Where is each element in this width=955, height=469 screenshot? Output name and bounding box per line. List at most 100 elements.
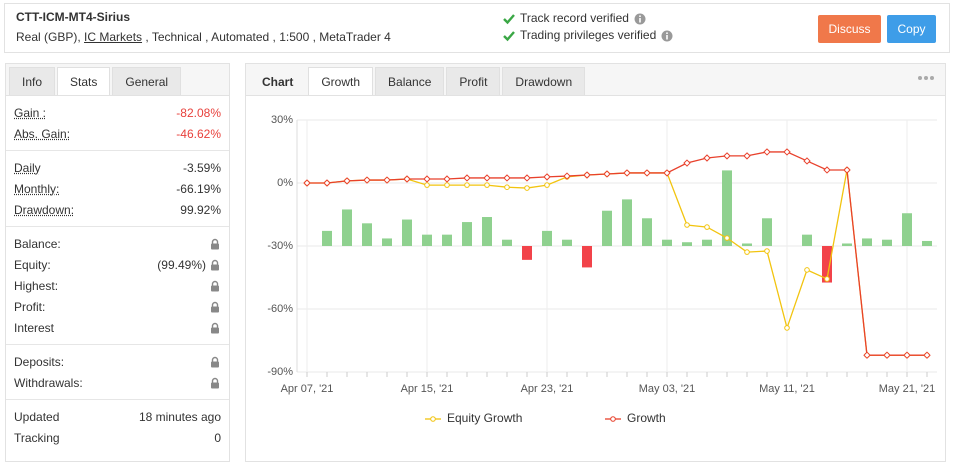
stat-label: Equity: <box>14 257 51 272</box>
marker <box>484 182 490 188</box>
x-tick-label: Apr 07, '21 <box>281 383 334 395</box>
stats-row: Gain : -82.08% <box>14 102 221 123</box>
stat-value-wrap: 0 <box>214 431 221 445</box>
lock-icon <box>211 322 219 333</box>
marker <box>723 152 731 160</box>
stat-value-wrap <box>209 322 221 334</box>
y-tick-label: -90% <box>267 366 293 378</box>
stats-body: Gain : -82.08% Abs. Gain: -46.62% Daily -3.59… <box>6 96 229 454</box>
bar <box>462 222 472 246</box>
stat-value: (99.49%) <box>157 257 206 272</box>
bar <box>742 243 752 246</box>
marker <box>704 224 710 230</box>
stats-row: Highest: <box>14 275 221 296</box>
tab[interactable]: Drawdown <box>502 67 586 95</box>
chart-heading: Chart <box>262 75 294 89</box>
stat-label: Gain : <box>14 105 47 120</box>
marker <box>403 175 411 183</box>
marker <box>583 171 591 179</box>
marker <box>343 177 351 185</box>
tab[interactable]: Stats <box>57 67 111 95</box>
check-icon <box>503 13 515 24</box>
tab[interactable]: Growth <box>308 67 374 95</box>
stat-value-wrap: -3.59% <box>183 161 221 175</box>
copy-button[interactable]: Copy <box>887 15 936 43</box>
stats-tabs: Info Stats General <box>6 64 229 96</box>
bar <box>422 234 432 246</box>
broker-link[interactable]: IC Markets <box>84 30 143 44</box>
bar <box>442 234 452 246</box>
marker <box>803 157 811 165</box>
marker <box>823 166 831 174</box>
x-tick-label: May 03, '21 <box>639 383 696 395</box>
marker <box>444 182 450 188</box>
marker <box>783 148 791 156</box>
stat-label: Tracking <box>14 430 60 445</box>
stat-value-wrap: (99.49%) <box>157 258 221 272</box>
bar <box>902 213 912 246</box>
check-icon <box>503 30 515 41</box>
stat-value-wrap: -82.08% <box>176 106 221 120</box>
marker <box>463 174 471 182</box>
marker <box>424 182 430 188</box>
verification-list: Track record verified Trading privileges … <box>503 10 673 44</box>
stats-group: Gain : -82.08% Abs. Gain: -46.62% <box>6 96 229 150</box>
stats-row: Deposits: <box>14 351 221 372</box>
marker <box>923 351 931 359</box>
tab[interactable]: Balance <box>375 67 445 95</box>
stat-label: Profit: <box>14 299 46 314</box>
y-tick-label: -30% <box>267 240 293 252</box>
bar <box>882 239 892 246</box>
stats-row: Abs. Gain: -46.62% <box>14 123 221 144</box>
marker <box>363 176 371 184</box>
stats-row: Drawdown: 99.92% <box>14 199 221 220</box>
stats-row: Tracking 0 <box>14 427 221 448</box>
marker <box>784 325 790 331</box>
stat-value-wrap: -46.62% <box>176 127 221 141</box>
subtitle-text: , Technical , Automated , 1:500 , MetaTr… <box>142 30 391 44</box>
lock-icon <box>211 301 219 312</box>
tab[interactable]: General <box>112 67 182 95</box>
discuss-button[interactable]: Discuss <box>818 15 881 43</box>
bar <box>582 246 592 268</box>
info-icon <box>634 13 646 24</box>
stat-value-wrap <box>209 377 221 389</box>
bar <box>842 243 852 246</box>
bar <box>362 223 372 246</box>
bar <box>342 209 352 246</box>
stat-label: Updated <box>14 409 60 424</box>
stat-label: Abs. Gain: <box>14 126 71 141</box>
marker <box>703 154 711 162</box>
stat-value-wrap <box>209 238 221 250</box>
bar <box>642 218 652 246</box>
y-tick-label: 30% <box>271 114 293 126</box>
line <box>307 169 927 356</box>
bar <box>502 239 512 246</box>
stats-row: Daily -3.59% <box>14 157 221 178</box>
tab[interactable]: Info <box>9 67 56 95</box>
bar <box>682 242 692 246</box>
marker <box>903 351 911 359</box>
stat-value: -46.62% <box>176 126 221 141</box>
bar <box>702 239 712 246</box>
stat-label: Interest <box>14 320 55 335</box>
lock-icon <box>211 259 219 270</box>
stats-group: Deposits: Withdrawals: <box>6 344 229 399</box>
stat-value: -3.59% <box>182 160 221 175</box>
verified-item: Track record verified <box>503 10 673 27</box>
stats-group: Updated 18 minutes ago Tracking 0 <box>6 399 229 454</box>
y-tick-label: 0% <box>277 177 293 189</box>
stat-value-wrap: -66.19% <box>176 182 221 196</box>
lock-icon <box>211 377 219 388</box>
marker <box>764 248 770 254</box>
stats-group: Balance: Equity: (99.49%) Highest: Profit: In… <box>6 226 229 344</box>
bar <box>762 218 772 246</box>
verified-item: Trading privileges verified <box>503 27 673 44</box>
marker <box>303 179 311 187</box>
more-icon[interactable] <box>918 76 934 80</box>
lock-icon <box>211 280 219 291</box>
stats-row: Updated 18 minutes ago <box>14 406 221 427</box>
tab[interactable]: Profit <box>446 67 501 95</box>
marker <box>423 175 431 183</box>
